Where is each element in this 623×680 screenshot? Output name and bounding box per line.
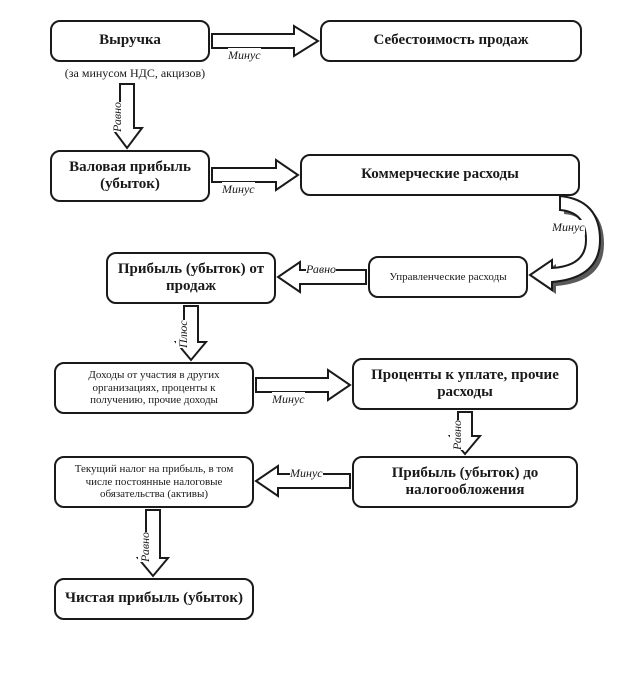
arrow-e4: [530, 196, 600, 290]
node-label: Коммерческие расходы: [361, 166, 519, 183]
node-tax: Текущий налог на прибыль, в том числе по…: [54, 456, 254, 508]
node-label: Текущий налог на прибыль, в том числе по…: [64, 463, 244, 501]
node-label: Чистая прибыль (убыток): [65, 590, 243, 607]
edge-label-e9: Минус: [290, 466, 323, 481]
edge-label-e10: Равно: [138, 532, 153, 562]
node-revenue: Выручка: [50, 20, 210, 62]
node-pretax: Прибыль (убыток) до налогообложения: [352, 456, 578, 508]
node-label: Себестоимость продаж: [373, 32, 528, 49]
edge-label-e7: Минус: [272, 392, 305, 407]
edge-label-e6: Плюс: [176, 320, 191, 348]
node-cogs: Себестоимость продаж: [320, 20, 582, 62]
node-label: Управленческие расходы: [389, 271, 506, 284]
node-label: Прибыль (убыток) от продаж: [116, 261, 266, 296]
edge-label-e8: Равно: [450, 420, 465, 450]
node-label: Прибыль (убыток) до налогообложения: [362, 465, 568, 500]
node-sublabel: (за минусом НДС, акцизов): [65, 66, 205, 80]
edge-label-e5: Равно: [306, 262, 336, 277]
edge-label-e4: Минус: [552, 220, 585, 235]
node-gross: Валовая прибыль (убыток): [50, 150, 210, 202]
edge-label-e3: Минус: [222, 182, 255, 197]
flowchart-canvas: Выручка (за минусом НДС, акцизов) Себест…: [0, 0, 623, 680]
edge-label-e2: Равно: [110, 102, 125, 132]
node-admin: Управленческие расходы: [368, 256, 528, 298]
node-sales-profit: Прибыль (убыток) от продаж: [106, 252, 276, 304]
node-label: Выручка: [99, 32, 161, 49]
node-commercial: Коммерческие расходы: [300, 154, 580, 196]
node-interest: Проценты к уплате, прочие расходы: [352, 358, 578, 410]
node-net: Чистая прибыль (убыток): [54, 578, 254, 620]
node-incomes: Доходы от участия в других организациях,…: [54, 362, 254, 414]
node-revenue-sub: (за минусом НДС, акцизов): [40, 66, 230, 81]
node-label: Проценты к уплате, прочие расходы: [362, 367, 568, 402]
edge-label-e1: Минус: [228, 48, 261, 63]
node-label: Валовая прибыль (убыток): [60, 159, 200, 194]
arrow-e4-shadow: [534, 200, 604, 294]
node-label: Доходы от участия в других организациях,…: [64, 369, 244, 407]
